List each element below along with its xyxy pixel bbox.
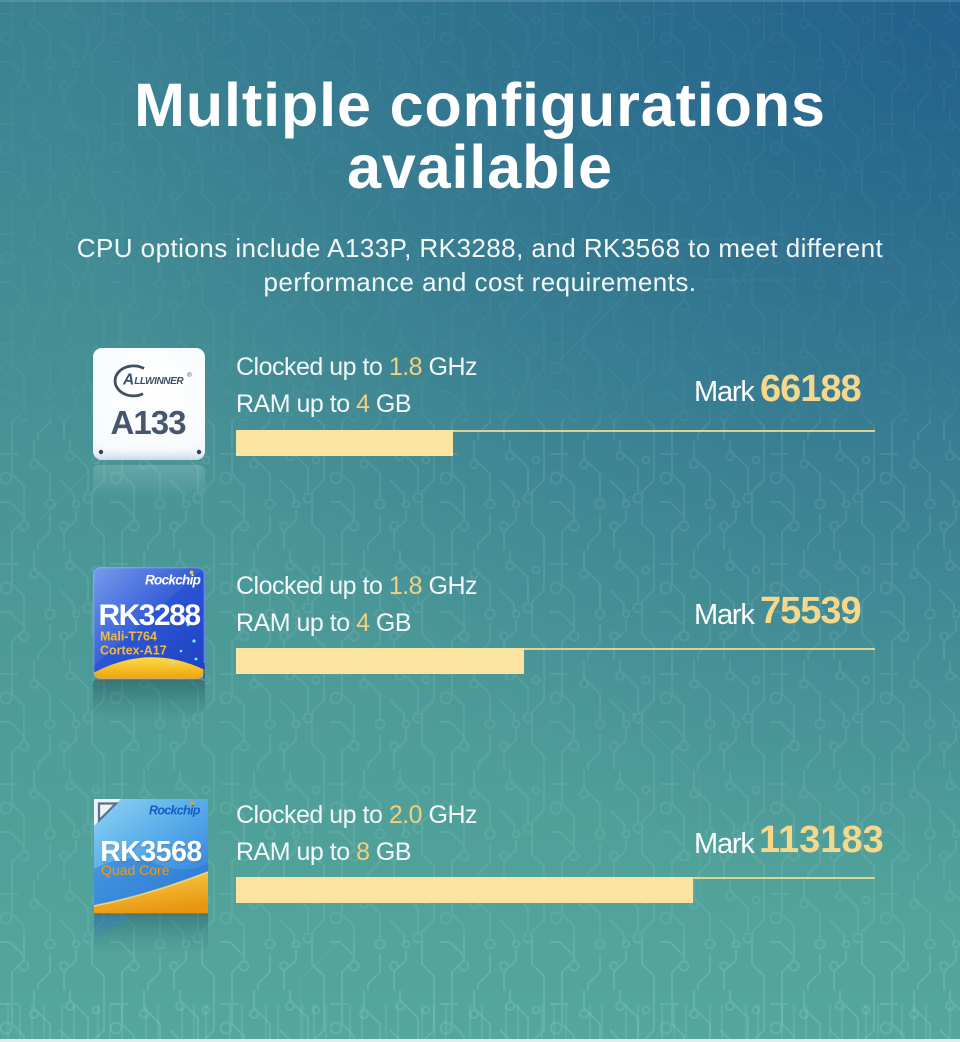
svg-text:®: ® xyxy=(187,371,192,379)
svg-text:LLWINNER: LLWINNER xyxy=(134,376,184,387)
svg-text:RK3288: RK3288 xyxy=(98,599,200,632)
svg-text:A133: A133 xyxy=(111,404,187,441)
svg-text:Rockchip: Rockchip xyxy=(149,803,201,817)
svg-text:Quad Core: Quad Core xyxy=(101,862,170,878)
svg-text:Rockchip: Rockchip xyxy=(145,572,201,587)
svg-text:Mali-T764: Mali-T764 xyxy=(100,630,157,644)
svg-text:RK3568: RK3568 xyxy=(100,836,202,868)
svg-text:Cortex-A17: Cortex-A17 xyxy=(100,644,167,658)
svg-text:A: A xyxy=(122,372,134,389)
